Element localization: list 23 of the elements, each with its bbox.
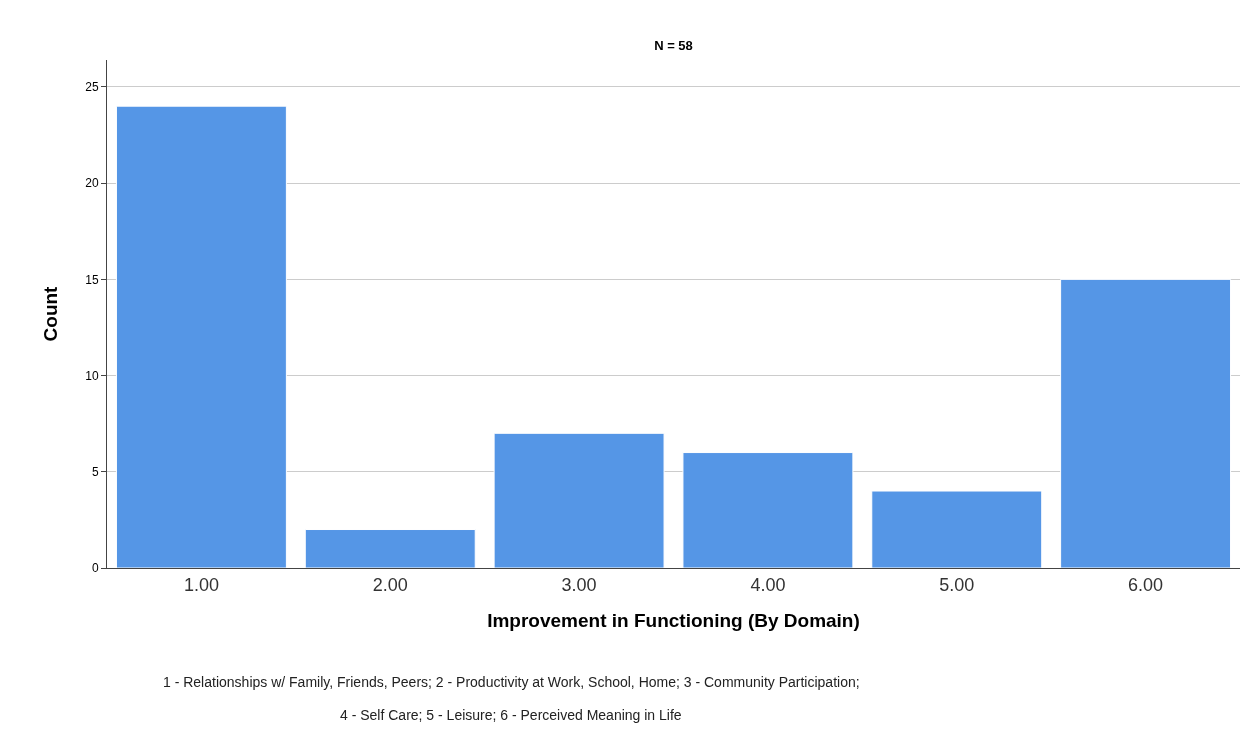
text: 1 - Relationships w/ Family, Friends, Peers; 2 - Productivity at Work, School, Home; 3 - Community Participation;	[163, 674, 860, 690]
chart-title: N = 58	[654, 37, 693, 53]
x-axis-title: Improvement in Functioning (By Domain)	[487, 610, 860, 632]
y-axis-title: Count	[40, 285, 62, 342]
x-tick-label: 4.00	[750, 574, 786, 595]
x-tick-label: 6.00	[1128, 574, 1164, 595]
bar	[871, 490, 1043, 568]
y-tick-label: 10	[85, 368, 99, 383]
x-tick-label: 2.00	[372, 574, 408, 595]
bar	[682, 452, 854, 568]
y-tick-label: 0	[91, 561, 99, 576]
bar	[493, 432, 665, 568]
y-tick-label: 5	[91, 464, 99, 479]
bar	[1060, 278, 1232, 568]
y-tick-label: 15	[85, 272, 99, 287]
y-tick-label: 20	[85, 176, 99, 191]
x-tick-label: 5.00	[939, 574, 975, 595]
text: 4 - Self Care; 5 - Leisure; 6 - Perceived Meaning in Life	[340, 707, 682, 723]
bar	[115, 105, 287, 568]
y-tick-label: 25	[85, 80, 99, 95]
x-tick-label: 3.00	[561, 574, 597, 595]
bar	[304, 529, 476, 568]
x-tick-label: 1.00	[183, 574, 219, 595]
